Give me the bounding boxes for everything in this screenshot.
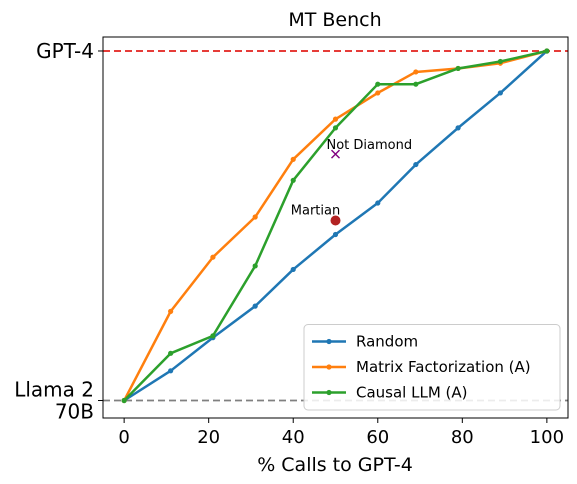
series-2-point (168, 350, 174, 356)
series-layer (121, 48, 550, 404)
y-tick-label: GPT-4 (36, 39, 94, 63)
legend-label: Causal LLM (A) (356, 384, 468, 402)
series-0-point (252, 303, 258, 309)
legend: Random Matrix Factorization (A) Causal LLM… (303, 324, 561, 411)
series-1-point (252, 214, 258, 220)
series-2-point (413, 81, 419, 87)
series-0-point (332, 231, 339, 238)
series-0-point (168, 368, 174, 374)
series-2-point (455, 65, 461, 72)
legend-label: Random (356, 333, 418, 351)
x-tick-label: 40 (282, 427, 305, 448)
annotation-marker-1 (330, 215, 341, 226)
x-axis-label: % Calls to GPT-4 (257, 454, 413, 476)
series-2-point (332, 125, 339, 131)
annotation-label-1: Martian (291, 204, 340, 219)
x-tick-label: 80 (451, 427, 474, 448)
chart-title: MT Bench (288, 9, 381, 31)
series-0-point (455, 125, 461, 131)
x-tick-label: 100 (530, 427, 564, 448)
annotation-label-0: Not Diamond (327, 138, 413, 153)
series-2-point (121, 397, 127, 404)
annotation-marker-0 (331, 149, 340, 159)
series-1-point (290, 156, 296, 162)
series-0-point (497, 90, 503, 96)
series-0-point (375, 200, 381, 206)
legend-swatch-marker (326, 389, 332, 396)
series-2-point (210, 333, 216, 339)
plot-frame (102, 36, 569, 419)
series-0-point (290, 266, 296, 273)
series-1-point (210, 254, 216, 260)
series-1-point (168, 308, 174, 314)
legend-box (303, 324, 561, 411)
legend-swatch-marker (326, 338, 332, 345)
legend-swatch-marker (326, 364, 332, 370)
series-2-point (544, 48, 550, 54)
series-2-point (497, 58, 503, 65)
series-2-point (252, 263, 258, 269)
y-tick-label: Llama 2 (14, 378, 94, 402)
x-axis: 0 20 40 60 80 100 (118, 418, 564, 448)
y-tick-label: 70B (55, 400, 94, 424)
series-2-point (290, 177, 296, 183)
series-1-point (413, 69, 419, 75)
series-1-point (375, 90, 381, 96)
x-tick-label: 0 (118, 427, 129, 448)
series-1-point (332, 116, 339, 122)
annotation-layer: Not Diamond Martian (291, 138, 413, 226)
x-tick-label: 20 (197, 427, 220, 448)
series-0-point (413, 161, 419, 168)
x-tick-label: 60 (366, 427, 389, 448)
legend-label: Matrix Factorization (A) (356, 358, 531, 376)
series-2-point (375, 81, 381, 87)
